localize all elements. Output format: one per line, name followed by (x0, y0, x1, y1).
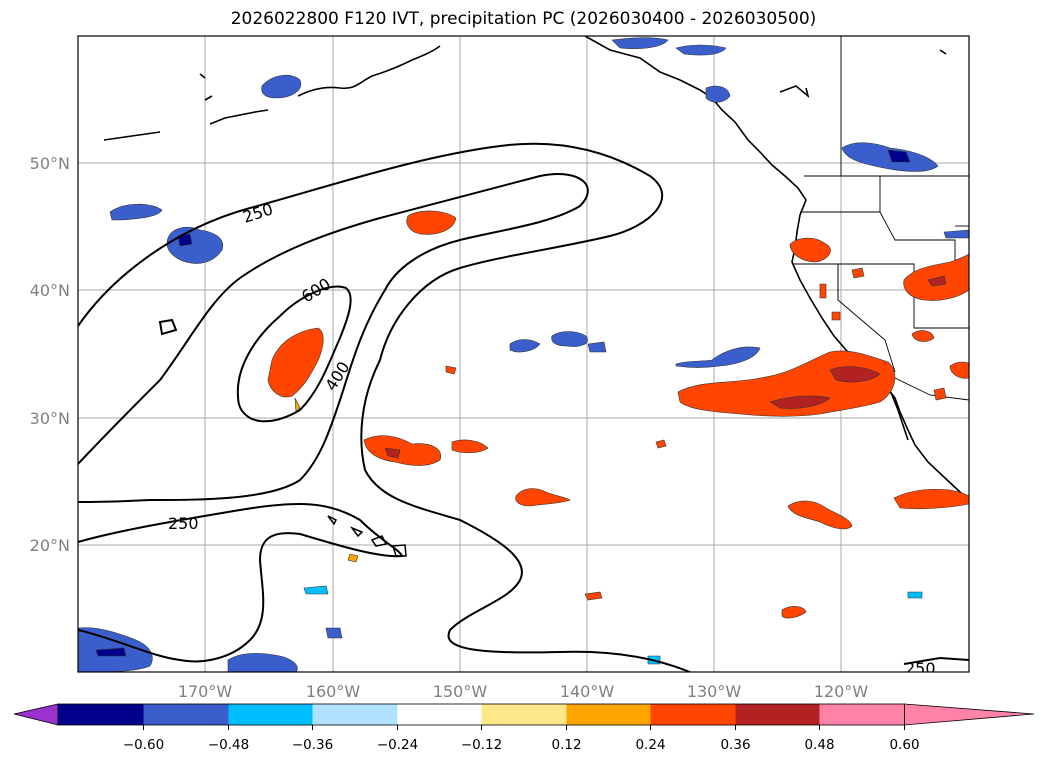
colorbar-tick-label: −0.12 (461, 737, 502, 753)
colorbar-segment (819, 704, 905, 725)
colorbar-tick-label: 0.24 (635, 737, 665, 753)
latitude-labels: 50°N 40°N 30°N 20°N (30, 154, 70, 555)
lat-label-20n: 20°N (30, 536, 70, 555)
hawaiian-islands (327, 515, 407, 557)
colorbar-segment (312, 704, 398, 725)
lon-label-150w: 150°W (433, 682, 488, 701)
colorbar-segment (228, 704, 313, 725)
colorbar-segment (481, 704, 567, 725)
map-title: 2026022800 F120 IVT, precipitation PC (2… (230, 9, 817, 29)
contour-label-250-corner: 250 (905, 659, 936, 678)
colorbar-tick-label: −0.60 (123, 737, 164, 753)
lon-label-160w: 160°W (306, 682, 361, 701)
lat-label-50n: 50°N (30, 154, 70, 173)
colorbar-tick-label: 0.48 (804, 737, 834, 753)
colorbar-extend-high (904, 703, 1035, 726)
colorbar-segment (58, 704, 144, 725)
colorbar-tick-label: 0.60 (889, 737, 919, 753)
lat-label-30n: 30°N (30, 409, 70, 428)
colorbar-segment (566, 704, 651, 725)
colorbar-segment (143, 704, 229, 725)
colorbar-segment (650, 704, 736, 725)
colorbar-tick-label: 0.36 (720, 737, 750, 753)
lon-label-120w: 120°W (814, 682, 869, 701)
ivt-contours (78, 142, 969, 672)
precip-positive (267, 210, 969, 619)
colorbar-tick-label: 0.12 (551, 737, 581, 753)
lon-label-140w: 140°W (560, 682, 615, 701)
longitude-labels: 170°W 160°W 150°W 140°W 130°W 120°W (178, 682, 869, 701)
colorbar-segment (397, 704, 482, 725)
map-area (78, 36, 969, 672)
colorbar-extend-low (13, 703, 59, 726)
colorbar-tick-label: −0.24 (377, 737, 418, 753)
colorbar-tick-label: −0.48 (208, 737, 249, 753)
colorbar-segment (735, 704, 820, 725)
map-frame (77, 35, 970, 673)
contour-label-250-south: 250 (168, 514, 199, 533)
lon-label-170w: 170°W (178, 682, 233, 701)
lon-label-130w: 130°W (687, 682, 742, 701)
lat-label-40n: 40°N (30, 281, 70, 300)
colorbar: −0.60 −0.48 −0.36 −0.24 −0.12 0.12 0.24 … (13, 703, 1035, 753)
colorbar-tick-label: −0.36 (292, 737, 333, 753)
